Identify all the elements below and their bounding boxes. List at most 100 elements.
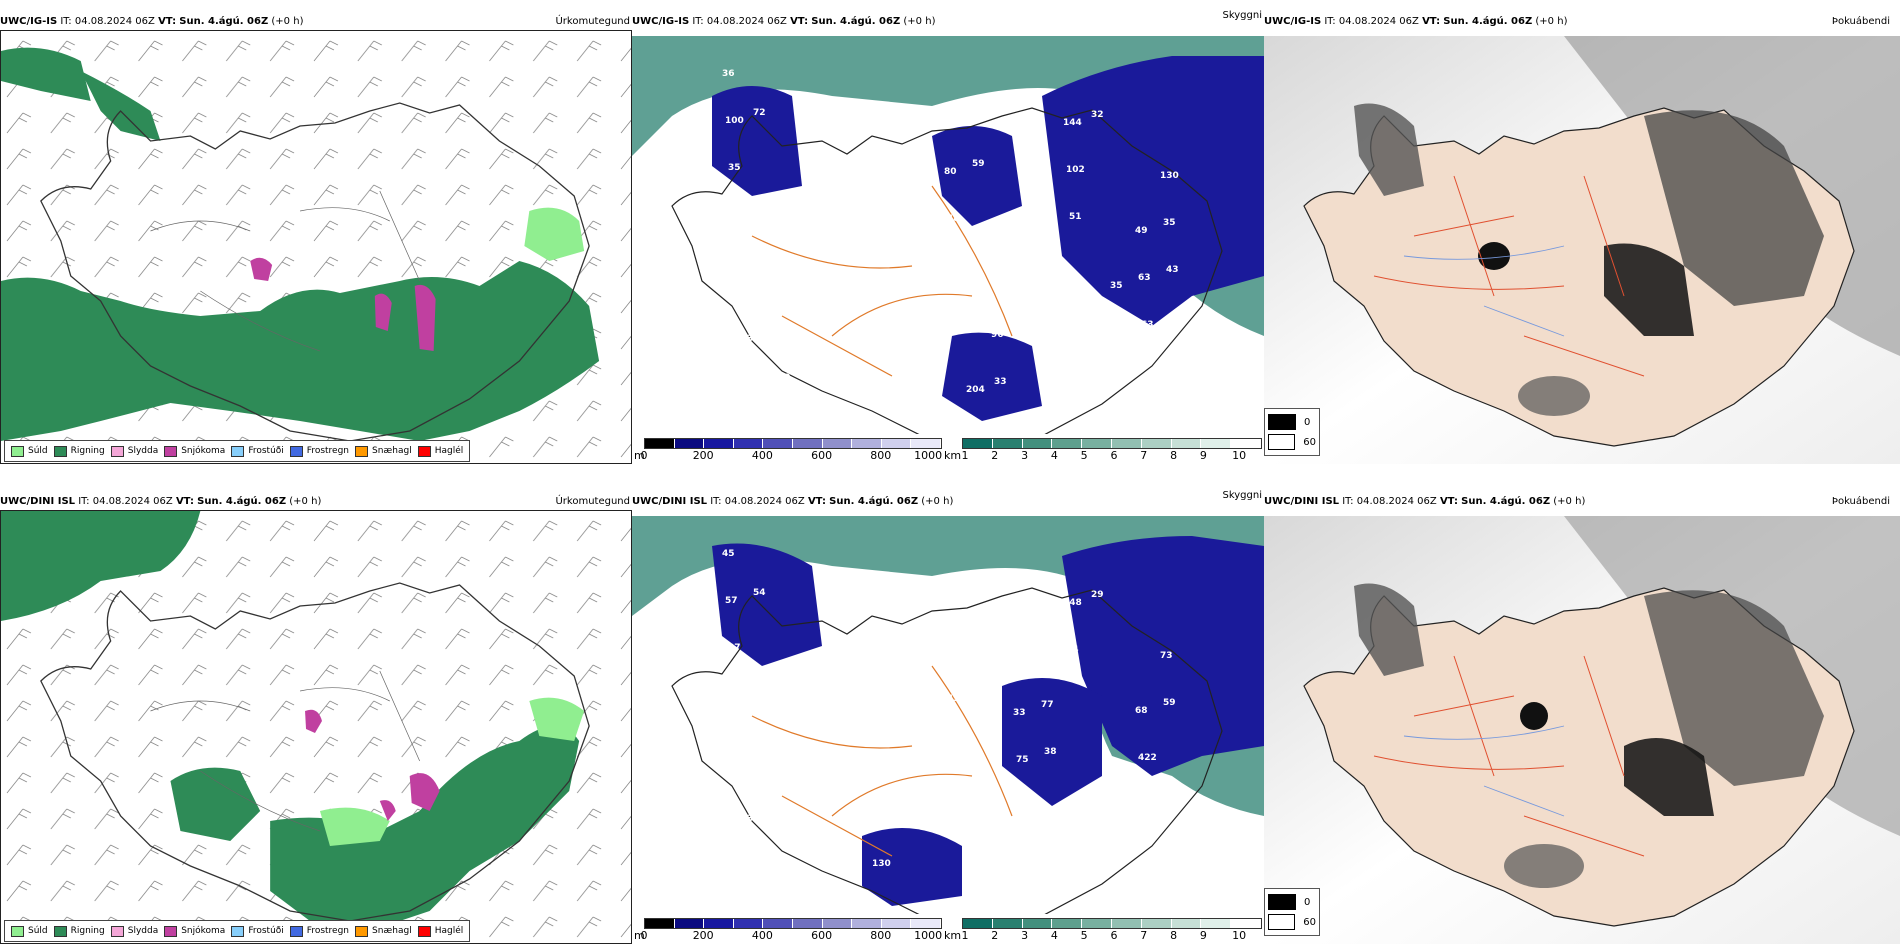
visibility-value-label: 43 — [947, 694, 960, 704]
legend-swatch — [53, 925, 67, 937]
snow-patch-2 — [374, 293, 392, 331]
visibility-value-label: 73 — [1160, 651, 1173, 661]
it-label: IT: — [78, 496, 90, 507]
tick-label: 200 — [692, 449, 714, 462]
rain-field-west — [170, 767, 261, 841]
colorbar-segment — [1111, 919, 1142, 928]
visibility-value-label: 43 — [1166, 265, 1179, 275]
visibility-value-label: 80 — [969, 112, 982, 122]
fog-legend-row: 60 — [1268, 432, 1316, 452]
fog-map — [1264, 516, 1900, 944]
low-cloud-north — [932, 126, 1022, 226]
tick-label: 5 — [1080, 929, 1088, 942]
visibility-value-label: 82 — [1016, 275, 1029, 285]
legend-item: Snjókoma — [164, 445, 225, 457]
visibility-value-label: 48 — [947, 214, 960, 224]
colorbar-segment — [1082, 919, 1112, 928]
ptype-panel-top: UWC/IG-IS IT: 04.08.2024 06Z VT: Sun. 4.… — [0, 14, 632, 464]
cloudbase-ticks: 0 200 400 600 800 1000 — [640, 929, 943, 943]
visibility-value-label: 82 — [847, 594, 860, 604]
low-cloud-central — [1002, 678, 1102, 806]
legend-item: Rigning — [53, 925, 105, 937]
tick-label: 8 — [1170, 929, 1178, 942]
fog-map — [1264, 36, 1900, 464]
legend-swatch — [1268, 434, 1296, 450]
visibility-value-label: 31 — [747, 334, 760, 344]
tick-label: 800 — [870, 449, 892, 462]
visibility-value-label: 74 — [772, 759, 785, 769]
model-name: UWC/IG-IS — [1264, 16, 1322, 27]
ptype-legend: Súld Rigning Slydda Snjókoma Frostúði Fr… — [4, 920, 471, 942]
legend-label: 60 — [1303, 916, 1316, 928]
cloudbase-unit: m — [634, 449, 645, 462]
visibility-labels: 45 43 26 33 32 38 63 53 59 68 74 87 85 148 73 82 51 41 89 5… — [722, 549, 1176, 877]
panel-title: Þokuábendi — [1831, 16, 1890, 27]
visibility-ticks: 1 2 3 4 5 6 7 8 9 10 — [961, 929, 1260, 943]
tick-label: 600 — [811, 449, 833, 462]
visibility-map-svg: 45 43 26 33 32 38 63 53 59 68 74 87 85 148 73 82 51 41 89 5… — [632, 516, 1264, 914]
visibility-unit: km — [944, 929, 962, 942]
visibility-value-label: 33 — [994, 377, 1007, 387]
legend-label: Frostúði — [248, 926, 284, 936]
visibility-value-label: 66 — [847, 114, 860, 124]
legend-swatch — [355, 445, 369, 457]
panel-title: Þokuábendi — [1831, 496, 1890, 507]
colorbar-segment — [1052, 919, 1083, 928]
panel-header: UWC/IG-IS IT: 04.08.2024 06Z VT: Sun. 4.… — [0, 14, 632, 30]
visibility-value-label: 89 — [875, 106, 888, 116]
legend-item: Rigning — [53, 445, 105, 457]
visibility-value-label: 54 — [969, 592, 982, 602]
tick-label: 3 — [1021, 929, 1029, 942]
legend-swatch — [289, 445, 303, 457]
visibility-value-label: 53 — [941, 600, 954, 610]
colorbar-segment — [1141, 439, 1172, 448]
tick-label: 7 — [1140, 449, 1148, 462]
vt-value: Sun. 4.ágú. 06Z — [1443, 16, 1533, 27]
visibility-bar — [962, 438, 1262, 449]
panel-header: UWC/DINI ISL IT: 04.08.2024 06Z VT: Sun.… — [632, 490, 1264, 510]
legend-label: Súld — [28, 446, 48, 456]
colorbar-segment — [733, 439, 764, 448]
visibility-value-label: 63 — [1141, 320, 1154, 330]
contour-lines — [150, 670, 420, 832]
colorbar-segment — [792, 439, 823, 448]
visibility-value-label: 66 — [822, 649, 835, 659]
visibility-value-label: 100 — [725, 116, 744, 126]
visibility-value-label: 76 — [750, 381, 763, 391]
visibility-value-label: 29 — [1044, 267, 1057, 277]
cloudbase-ticks: 0 200 400 600 800 1000 — [641, 449, 943, 463]
legend-label: Slydda — [127, 446, 159, 456]
visibility-value-label: 32 — [819, 122, 832, 132]
colorbar-segment — [763, 439, 793, 448]
ptype-panel-bottom: UWC/DINI ISL IT: 04.08.2024 06Z VT: Sun.… — [0, 494, 632, 944]
fog-legend: 0 60 — [1264, 408, 1320, 456]
it-label: IT: — [710, 496, 722, 507]
snow-patch-1 — [305, 709, 322, 733]
visibility-value-label: 68 — [1116, 375, 1129, 385]
visibility-value-label: 87 — [869, 812, 882, 822]
tick-label: 9 — [1199, 449, 1207, 462]
legend-item: Haglél — [417, 925, 463, 937]
tick-label: 0 — [640, 929, 648, 942]
visibility-panel-bottom: UWC/DINI ISL IT: 04.08.2024 06Z VT: Sun.… — [632, 490, 1264, 944]
colorbar-segment — [645, 919, 675, 928]
visibility-value-label: 38 — [922, 269, 935, 279]
legend-swatch — [1268, 414, 1296, 430]
rivers-roads — [1373, 175, 1645, 377]
legend-label: Frostúði — [248, 446, 284, 456]
forecast-offset: (+0 h) — [289, 496, 322, 507]
legend-swatch — [417, 445, 431, 457]
visibility-value-label: 32 — [1110, 761, 1123, 771]
visibility-value-label: 132 — [775, 806, 794, 816]
visibility-labels: 36 32 25 64 35 31 40 72 64 49 66 53 204 144 130 69 116 96… — [722, 69, 1179, 397]
contour-lines — [150, 190, 420, 352]
snow-patch-2 — [409, 773, 440, 811]
panel-header: UWC/DINI ISL IT: 04.08.2024 06Z VT: Sun.… — [0, 494, 632, 510]
visibility-value-label: 102 — [1066, 165, 1085, 175]
visibility-value-label: 35 — [728, 163, 741, 173]
visibility-value-label: 64 — [1013, 228, 1026, 238]
dark-westfjords — [1354, 103, 1424, 196]
visibility-value-label: 29 — [778, 373, 791, 383]
panel-header: UWC/DINI ISL IT: 04.08.2024 06Z VT: Sun.… — [1264, 494, 1900, 510]
colorbar-segment — [992, 439, 1023, 448]
